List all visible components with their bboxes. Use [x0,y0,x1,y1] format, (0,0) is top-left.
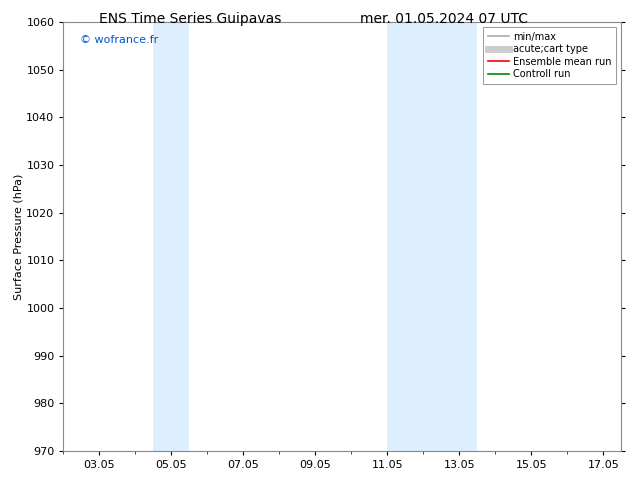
Bar [387,22,424,451]
Text: © wofrance.fr: © wofrance.fr [80,35,158,45]
Bar [424,22,477,451]
Y-axis label: Surface Pressure (hPa): Surface Pressure (hPa) [13,173,23,299]
Bar [153,22,190,451]
Text: ENS Time Series Guipavas: ENS Time Series Guipavas [99,12,281,26]
Legend: min/max, acute;cart type, Ensemble mean run, Controll run: min/max, acute;cart type, Ensemble mean … [483,27,616,84]
Text: mer. 01.05.2024 07 UTC: mer. 01.05.2024 07 UTC [360,12,527,26]
